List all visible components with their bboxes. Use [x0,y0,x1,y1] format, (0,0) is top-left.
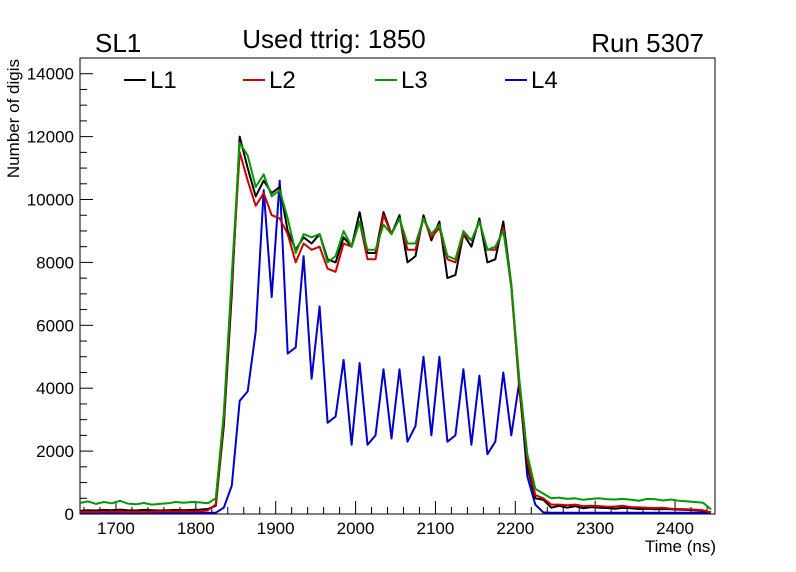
legend: L1 L2 L3 L4 [124,67,558,94]
y-tick-label: 14000 [27,65,74,84]
y-tick-label: 2000 [36,442,74,461]
y-axis-label: Number of digis [4,59,23,178]
header-right-label: Run 5307 [591,28,704,58]
y-tick-label: 10000 [27,191,74,210]
axes: 1700 1800 1900 2000 2100 2200 2300 2400 0 2000 400… [27,57,708,538]
x-tick-label: 2000 [337,519,375,538]
header-center-label: Used ttrig: 1850 [242,24,426,54]
legend-label-l3: L3 [401,67,428,94]
legend-label-l2: L2 [269,67,296,94]
x-tick-label: 2100 [417,519,455,538]
series-line-l1 [79,135,712,514]
x-tick-label: 1700 [97,519,135,538]
legend-label-l1: L1 [150,67,177,94]
x-tick-label: 1800 [177,519,215,538]
series-line-l2 [79,151,712,514]
series-line-l4 [80,179,711,514]
y-tick-label: 6000 [36,316,74,335]
series-lines [79,135,712,514]
header-left-label: SL1 [95,28,141,58]
legend-label-l4: L4 [531,67,558,94]
y-tick-label: 4000 [36,379,74,398]
x-tick-label: 2200 [496,519,534,538]
x-tick-label: 1900 [257,519,295,538]
x-axis-label: Time (ns) [645,537,716,556]
series-line-l3 [79,141,712,511]
plot-frame [79,57,716,515]
y-tick-label: 0 [65,505,74,524]
y-tick-label: 12000 [27,128,74,147]
x-tick-label: 2300 [576,519,614,538]
y-tick-label: 8000 [36,253,74,272]
x-tick-label: 2400 [656,519,694,538]
